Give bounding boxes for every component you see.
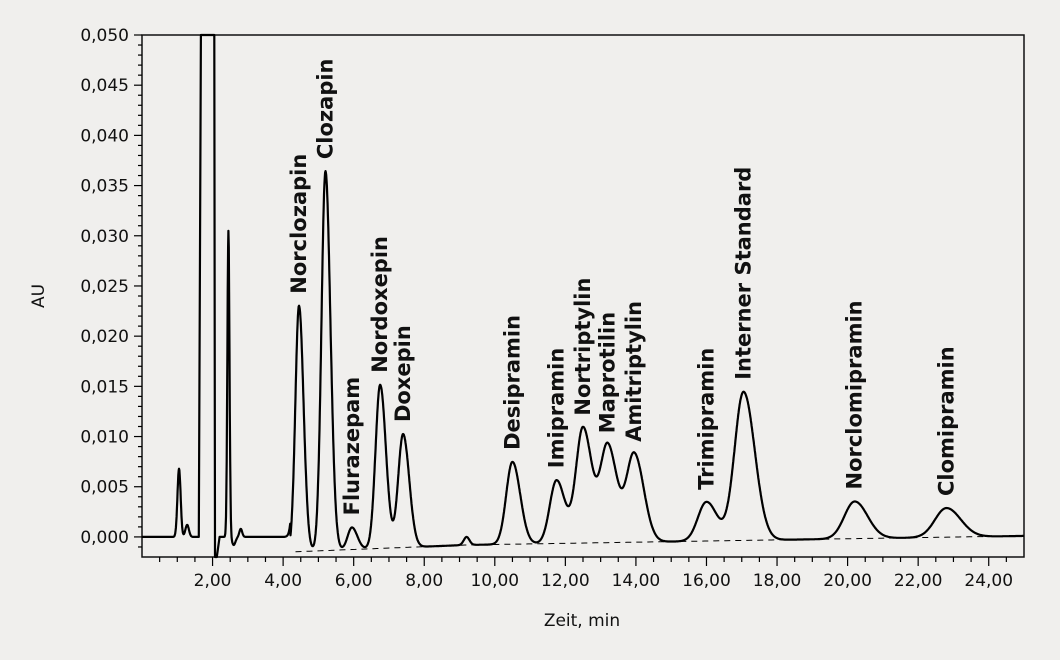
y-tick-label: 0,000 [80,528,129,548]
x-tick-label: 22,00 [894,571,943,591]
peak-label: Imipramin [545,348,569,468]
x-tick-label: 18,00 [753,571,802,591]
peak-label: Maprotilin [596,312,620,433]
x-tick-label: 4,00 [264,571,302,591]
x-tick-label: 20,00 [823,571,872,591]
peak-label: Interner Standard [732,167,756,380]
peak-label: Doxepin [391,325,415,422]
y-tick-label: 0,040 [80,126,129,146]
x-tick-label: 10,00 [470,571,519,591]
peak-label: Desipramin [500,315,524,450]
x-tick-label: 2,00 [194,571,232,591]
y-tick-label: 0,035 [80,177,129,197]
y-tick-label: 0,050 [80,26,129,46]
peak-label: Trimipramin [695,348,719,490]
chromatogram-trace [141,33,1025,559]
peak-label: Clomipramin [934,346,958,496]
peak-label: Norclozapin [287,154,311,294]
x-tick-label: 6,00 [335,571,373,591]
x-tick-label: 24,00 [964,571,1013,591]
y-axis-title: AU [29,284,49,308]
peak-label: Nortriptylin [571,278,595,416]
peak-label: Nordoxepin [368,236,392,373]
x-tick-label: 14,00 [612,571,661,591]
peak-label: Flurazepam [340,377,364,516]
x-tick-label: 8,00 [405,571,443,591]
peak-label: Norclomipramin [843,300,867,489]
peak-labels-layer: NorclozapinClozapinFlurazepamNordoxepinD… [287,58,958,515]
x-axis-title: Zeit, min [544,611,620,631]
y-tick-label: 0,010 [80,428,129,448]
x-tick-label: 16,00 [682,571,731,591]
y-tick-label: 0,005 [80,478,129,498]
y-tick-label: 0,020 [80,327,129,347]
y-tick-label: 0,015 [80,377,129,397]
trace-layer [141,33,1025,559]
peak-label: Clozapin [314,58,338,159]
y-tick-label: 0,045 [80,76,129,96]
ticks-layer: 2,00 4,00 6,00 8,00 10,00 12,00 14,00 16,00 18,0… [80,26,1013,591]
y-tick-label: 0,025 [80,277,129,297]
peak-label: Amitriptylin [622,301,646,442]
x-tick-label: 12,00 [541,571,590,591]
y-tick-label: 0,030 [80,227,129,247]
